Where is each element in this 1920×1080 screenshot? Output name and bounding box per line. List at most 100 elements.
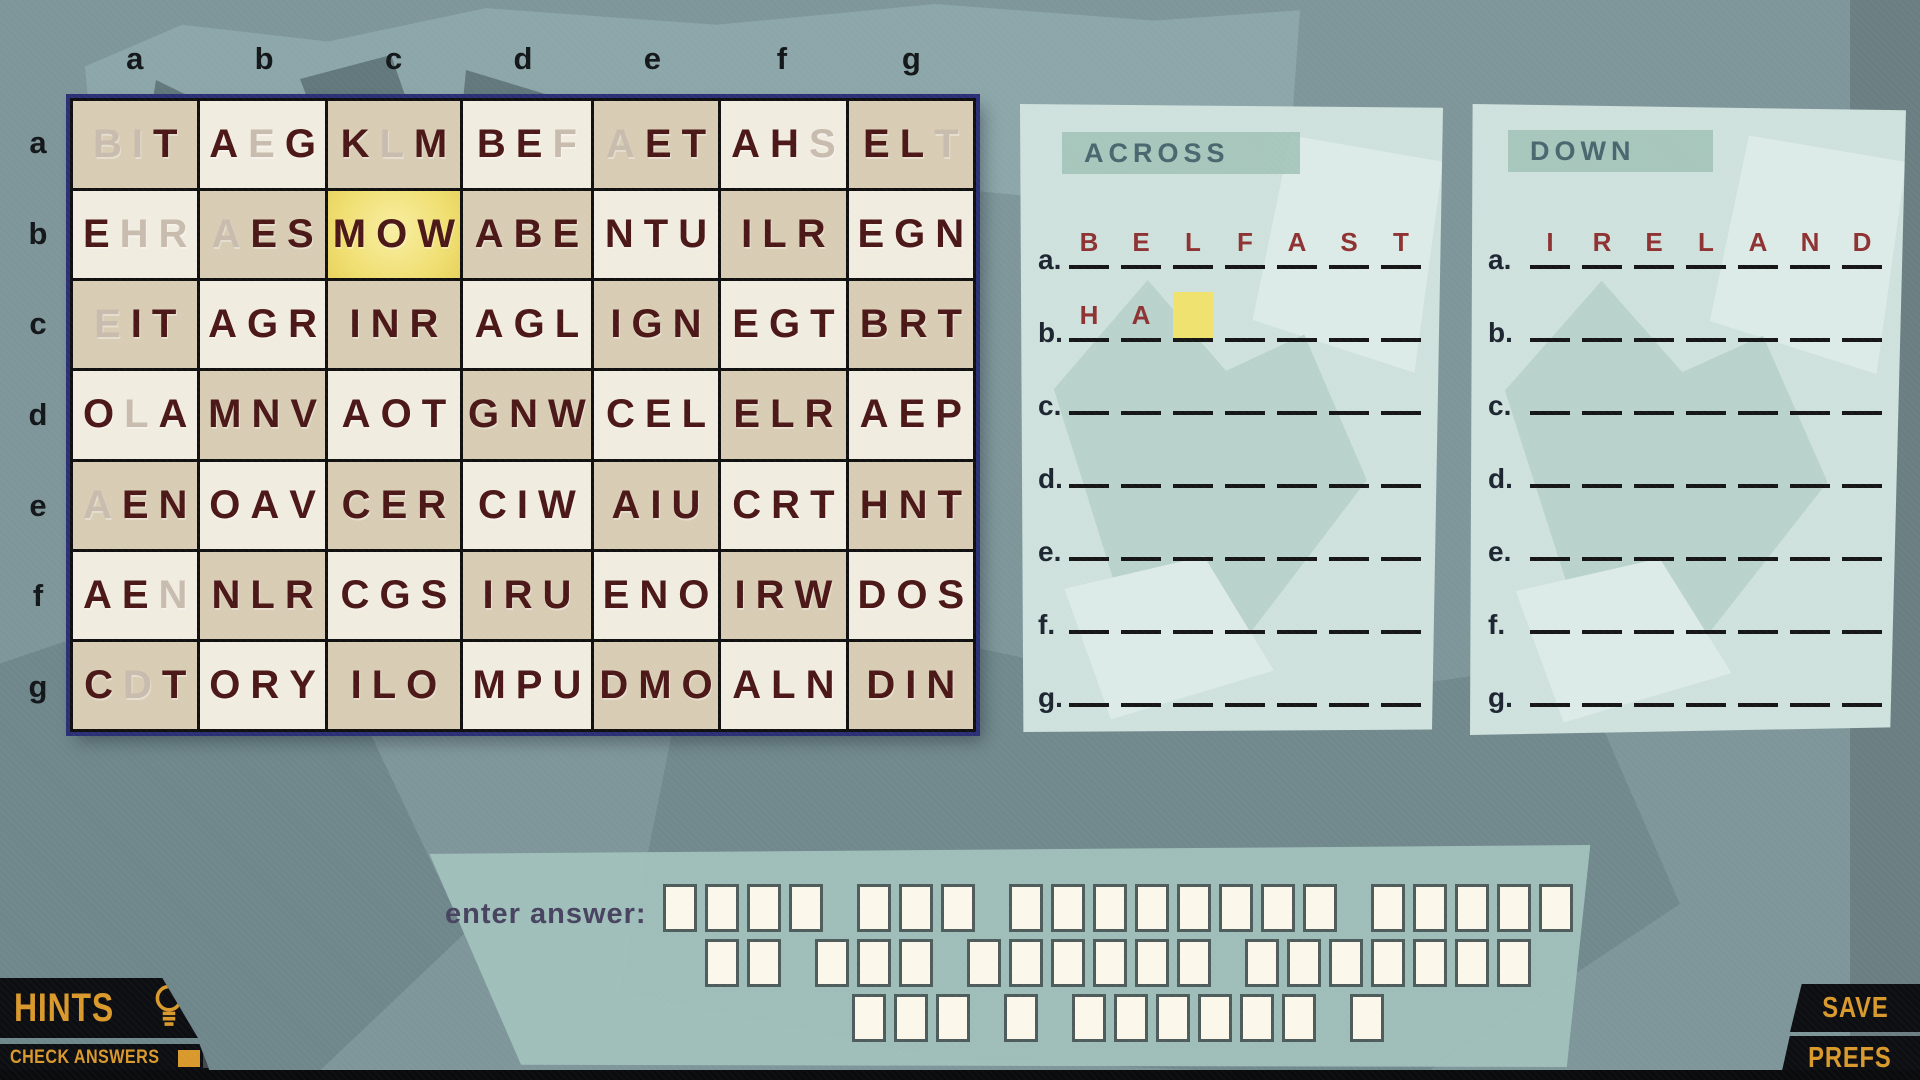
down-clue-e[interactable]: e.	[1488, 488, 1896, 567]
answer-letter-box[interactable]	[1454, 939, 1489, 987]
answer-letter-box[interactable]	[1370, 939, 1405, 987]
answer-letter-box[interactable]	[1197, 994, 1232, 1042]
answer-letter-box[interactable]	[1281, 994, 1316, 1042]
answer-letter-box[interactable]	[856, 884, 891, 932]
toggle-knob[interactable]	[177, 1049, 200, 1067]
answer-letter-box[interactable]	[1050, 884, 1085, 932]
check-answers-toggle[interactable]: CHECK ANSWERS OFF	[0, 1044, 210, 1072]
hints-button[interactable]: HINTS	[0, 978, 198, 1038]
across-clue-d[interactable]: d.	[1038, 415, 1433, 494]
answer-letter-box[interactable]	[935, 994, 970, 1042]
answer-letter-box[interactable]	[1496, 884, 1531, 932]
answer-letter-box[interactable]	[1260, 884, 1295, 932]
across-clue-e[interactable]: e.	[1038, 488, 1433, 567]
answer-letter-box[interactable]	[1454, 884, 1489, 932]
answer-letter-box[interactable]	[1134, 884, 1169, 932]
answer-letter-box[interactable]	[1176, 884, 1211, 932]
answer-letter-box[interactable]	[662, 884, 697, 932]
answer-letter-box[interactable]	[746, 939, 781, 987]
down-clue-f[interactable]: f.	[1488, 561, 1896, 640]
answer-letter-box[interactable]	[1176, 939, 1211, 987]
answer-letter-box[interactable]	[1244, 939, 1279, 987]
across-clue-f[interactable]: f.	[1038, 561, 1433, 640]
answer-letter-box[interactable]	[1092, 939, 1127, 987]
answer-letter-box[interactable]	[851, 994, 886, 1042]
across-clue-a[interactable]: a. B E L F A S T	[1038, 196, 1433, 275]
down-clue-d[interactable]: d.	[1488, 415, 1896, 494]
answer-letter-box[interactable]	[1412, 884, 1447, 932]
down-clue-g[interactable]: g.	[1488, 634, 1896, 713]
answer-letter-box[interactable]	[746, 884, 781, 932]
answer-letter-box[interactable]	[1071, 994, 1106, 1042]
answer-letter-box[interactable]	[1496, 939, 1531, 987]
answer-letter-box[interactable]	[1412, 939, 1447, 987]
down-clue-b[interactable]: b.	[1488, 269, 1896, 348]
answer-letter-box[interactable]	[1050, 939, 1085, 987]
answer-letter-box[interactable]	[704, 939, 739, 987]
down-clue-c[interactable]: c.	[1488, 342, 1896, 421]
answer-letter-box[interactable]	[704, 884, 739, 932]
answer-letter-box[interactable]	[1003, 994, 1038, 1042]
answer-letter-box[interactable]	[788, 884, 823, 932]
answer-letter-box[interactable]	[856, 939, 891, 987]
answer-letter-box[interactable]	[1349, 994, 1384, 1042]
answer-letter-box[interactable]	[1092, 884, 1127, 932]
answer-letter-box[interactable]	[814, 939, 849, 987]
answer-letter-box[interactable]	[1134, 939, 1169, 987]
answer-letter-box[interactable]	[1218, 884, 1253, 932]
answer-letter-box[interactable]	[966, 939, 1001, 987]
answer-letter-box[interactable]	[1302, 884, 1337, 932]
answer-letter-box[interactable]	[1538, 884, 1573, 932]
answer-letter-box[interactable]	[1008, 939, 1043, 987]
save-button[interactable]: SAVE	[1790, 984, 1920, 1032]
answer-letter-box[interactable]	[1286, 939, 1321, 987]
answer-letter-box[interactable]	[1113, 994, 1148, 1042]
answer-letter-box[interactable]	[940, 884, 975, 932]
answer-letter-box[interactable]	[1328, 939, 1363, 987]
across-clue-c[interactable]: c.	[1038, 342, 1433, 421]
answer-letter-box[interactable]	[1370, 884, 1405, 932]
across-clue-g[interactable]: g.	[1038, 634, 1433, 713]
